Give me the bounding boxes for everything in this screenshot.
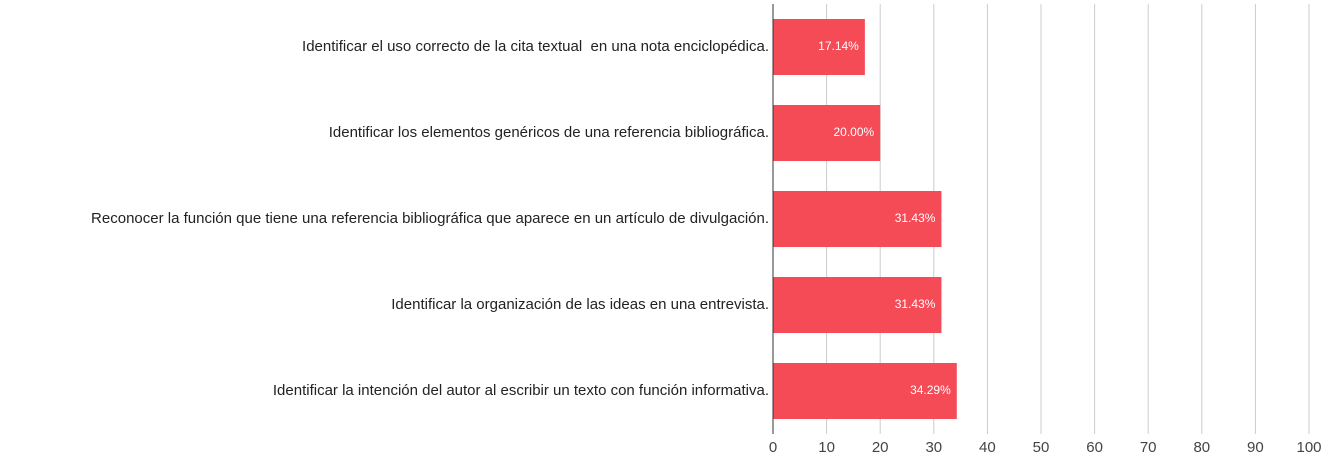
category-label: Reconocer la función que tiene una refer…: [91, 210, 769, 227]
value-label: 17.14%: [818, 39, 859, 53]
value-label: 34.29%: [910, 383, 951, 397]
value-label: 20.00%: [833, 125, 874, 139]
x-tick-label: 40: [979, 439, 996, 456]
bar: [773, 105, 881, 161]
x-tick-label: 30: [925, 439, 942, 456]
x-tick-label: 20: [872, 439, 889, 456]
bar: [773, 19, 865, 75]
bar: [773, 277, 942, 333]
x-tick-label: 50: [1033, 439, 1050, 456]
value-label: 31.43%: [895, 211, 936, 225]
x-tick-label: 100: [1296, 439, 1321, 456]
value-label: 31.43%: [895, 297, 936, 311]
x-tick-label: 70: [1140, 439, 1157, 456]
x-tick-label: 0: [769, 439, 777, 456]
x-tick-label: 10: [818, 439, 835, 456]
x-tick-label: 80: [1193, 439, 1210, 456]
x-tick-label: 60: [1086, 439, 1103, 456]
category-label: Identificar el uso correcto de la cita t…: [302, 38, 769, 55]
category-label: Identificar la organización de las ideas…: [391, 296, 769, 313]
category-label: Identificar los elementos genéricos de u…: [328, 124, 769, 141]
bar: [773, 191, 942, 247]
x-tick-label: 90: [1247, 439, 1264, 456]
category-label: Identificar la intención del autor al es…: [272, 382, 769, 399]
bar: [773, 363, 957, 419]
